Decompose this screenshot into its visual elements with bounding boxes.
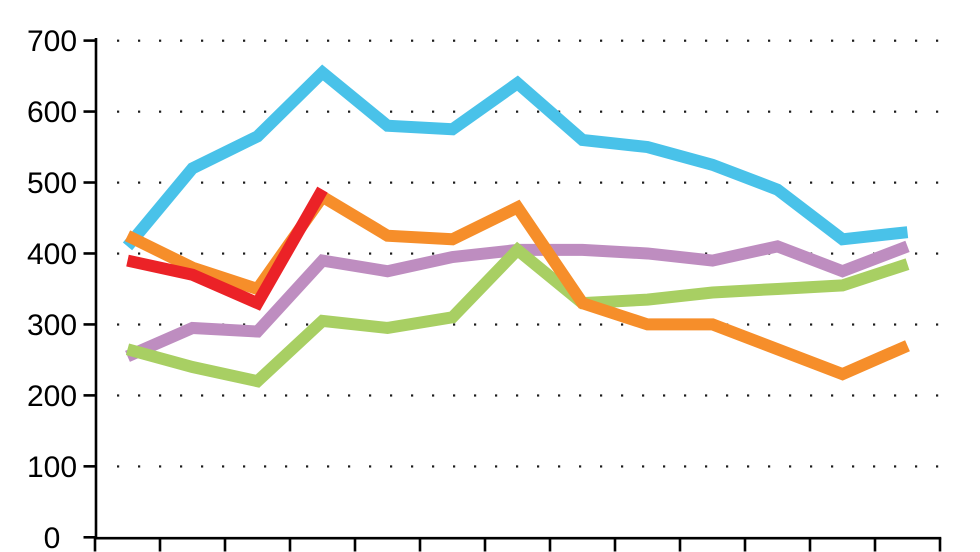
- y-axis-label: 400: [27, 238, 77, 271]
- series-green-line: [125, 241, 910, 388]
- y-axis-label: 600: [27, 96, 77, 129]
- series-cyan-line: [122, 64, 909, 251]
- y-axis-label: 0: [44, 522, 61, 552]
- x-axis-ticks: [93, 538, 942, 552]
- y-axis-label: 100: [27, 451, 77, 484]
- y-axis-label: 700: [27, 25, 77, 58]
- y-axis-label: 300: [27, 309, 77, 342]
- series-orange-line: [124, 188, 910, 381]
- y-axis-label: 200: [27, 380, 77, 413]
- y-axis-ticks: 0 100 200 300 400 500 600 700: [27, 25, 96, 552]
- y-axis-label: 500: [27, 167, 77, 200]
- series-red-line: [126, 186, 328, 311]
